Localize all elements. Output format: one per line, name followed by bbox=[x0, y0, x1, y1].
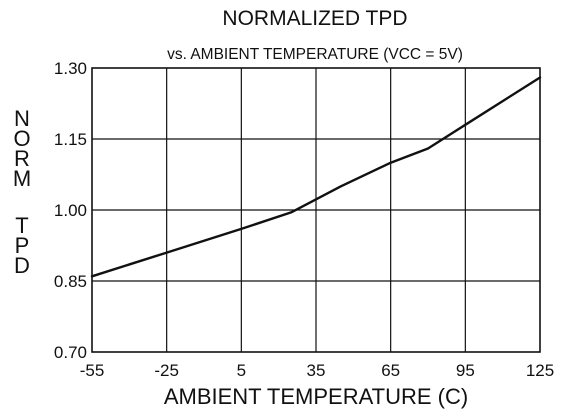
y-axis-label-char: M bbox=[13, 166, 31, 191]
x-tick-labels: -55 -25 5 35 65 95 125 bbox=[80, 361, 554, 380]
grid-lines bbox=[92, 68, 540, 352]
y-axis-label-char: R bbox=[14, 146, 30, 171]
x-tick-label: 125 bbox=[526, 361, 554, 380]
plot-frame bbox=[91, 67, 541, 353]
y-axis-label-char: P bbox=[15, 233, 30, 258]
x-tick-label: -25 bbox=[154, 361, 179, 380]
x-tick-label: 65 bbox=[381, 361, 400, 380]
y-tick-labels: 0.70 0.85 1.00 1.15 1.30 bbox=[54, 59, 87, 362]
y-axis-label-char: O bbox=[13, 126, 30, 151]
series-layer bbox=[90, 76, 542, 278]
y-tick-label: 1.15 bbox=[54, 130, 87, 149]
y-tick-label: 0.85 bbox=[54, 272, 87, 291]
y-tick-label: 1.30 bbox=[54, 59, 87, 78]
series-line bbox=[90, 76, 542, 278]
x-tick-label: 95 bbox=[456, 361, 475, 380]
x-axis-label: AMBIENT TEMPERATURE (C) bbox=[164, 384, 468, 409]
chart-title: NORMALIZED TPD bbox=[222, 7, 407, 30]
y-axis-label-char: T bbox=[15, 213, 28, 238]
x-tick-label: 5 bbox=[237, 361, 246, 380]
x-tick-label: 35 bbox=[307, 361, 326, 380]
chart-subtitle: vs. AMBIENT TEMPERATURE (VCC = 5V) bbox=[167, 46, 463, 63]
y-tick-label: 1.00 bbox=[54, 201, 87, 220]
y-axis-label-char: D bbox=[14, 253, 30, 278]
x-tick-label: -55 bbox=[80, 361, 105, 380]
y-axis-label-char: N bbox=[14, 106, 30, 131]
y-tick-label: 0.70 bbox=[54, 343, 87, 362]
